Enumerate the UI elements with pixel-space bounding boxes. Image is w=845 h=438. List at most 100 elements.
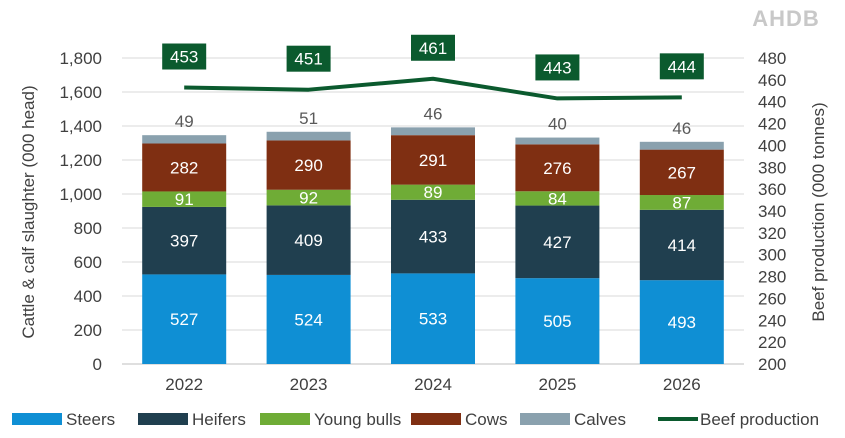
right-tick-label: 200 <box>758 355 786 374</box>
right-axis-ticks: 200 220 240 260 280 300 320 340 360 380 400 420 440 4… <box>758 49 786 374</box>
legend-label: Calves <box>574 410 626 429</box>
legend-label: Young bulls <box>314 410 401 429</box>
left-tick-label: 1,600 <box>59 83 102 102</box>
data-label: 409 <box>294 231 322 250</box>
data-label: 397 <box>170 232 198 251</box>
left-tick-label: 1,800 <box>59 49 102 68</box>
x-tick-label: 2022 <box>165 375 203 394</box>
legend-swatch <box>411 413 461 425</box>
data-label: 505 <box>543 312 571 331</box>
x-tick-label: 2024 <box>414 375 452 394</box>
x-axis-ticks: 2022 2023 2024 2025 2026 <box>165 375 700 394</box>
left-tick-label: 1,000 <box>59 185 102 204</box>
data-label: 84 <box>548 189 567 208</box>
left-tick-label: 1,200 <box>59 151 102 170</box>
legend-swatch <box>12 413 62 425</box>
bar-segment <box>391 127 475 136</box>
line-series <box>184 76 682 101</box>
right-tick-label: 480 <box>758 49 786 68</box>
data-label: 89 <box>424 183 443 202</box>
data-label: 92 <box>299 189 318 208</box>
right-tick-label: 320 <box>758 224 786 243</box>
bar-segment <box>391 199 475 274</box>
right-tick-label: 380 <box>758 158 786 177</box>
legend-label: Heifers <box>192 410 246 429</box>
data-label: 40 <box>548 115 567 134</box>
bar-segment <box>266 189 351 206</box>
data-label: 51 <box>299 109 318 128</box>
line-data-label: 443 <box>543 58 571 77</box>
bar-segment <box>515 205 600 279</box>
bar-segment <box>639 209 724 281</box>
bar-segment <box>266 205 351 275</box>
line-data-label: 451 <box>294 50 322 69</box>
data-label: 493 <box>668 313 696 332</box>
line-data-label: 444 <box>668 57 696 76</box>
data-label: 414 <box>668 236 696 255</box>
left-tick-label: 800 <box>74 219 102 238</box>
data-label: 46 <box>424 104 443 123</box>
bar-segment <box>391 184 475 200</box>
bar-segment <box>142 135 227 144</box>
bar-segment <box>142 206 227 275</box>
bar-segment <box>391 273 475 364</box>
data-label: 427 <box>543 233 571 252</box>
right-tick-label: 420 <box>758 115 786 134</box>
right-tick-label: 440 <box>758 93 786 112</box>
bar-segment <box>515 144 600 192</box>
line-data-label: 461 <box>419 39 447 58</box>
x-tick-label: 2023 <box>290 375 328 394</box>
legend-swatch <box>260 413 310 425</box>
bar-segment <box>142 143 227 192</box>
bar-segment <box>515 137 600 145</box>
bar-segment <box>639 141 724 150</box>
legend-swatch <box>520 413 570 425</box>
right-tick-label: 360 <box>758 180 786 199</box>
bar-segment <box>639 149 724 196</box>
legend-label: Steers <box>66 410 115 429</box>
legend-label: Beef production <box>700 410 819 429</box>
right-tick-label: 260 <box>758 289 786 308</box>
data-label: 527 <box>170 310 198 329</box>
data-label: 267 <box>668 163 696 182</box>
bar-segment <box>639 195 724 210</box>
right-tick-label: 280 <box>758 268 786 287</box>
x-tick-label: 2026 <box>663 375 701 394</box>
right-tick-label: 300 <box>758 246 786 265</box>
data-label: 276 <box>543 159 571 178</box>
left-tick-label: 1,400 <box>59 117 102 136</box>
stacked-bars: 527 397 91 282 49 524 409 92 290 51 533 433 89 291 46 5… <box>142 104 724 364</box>
data-label: 282 <box>170 158 198 177</box>
right-tick-label: 340 <box>758 202 786 221</box>
bar-segment <box>515 278 600 364</box>
data-label: 290 <box>294 156 322 175</box>
bar-segment <box>266 131 351 141</box>
right-tick-label: 400 <box>758 136 786 155</box>
y-axis-title-left: Cattle & calf slaughter (000 head) <box>19 85 38 338</box>
line-label-box <box>162 43 207 70</box>
legend-label: Cows <box>465 410 508 429</box>
line-label-box <box>535 54 580 81</box>
legend-swatch <box>138 413 188 425</box>
left-tick-label: 400 <box>74 287 102 306</box>
left-tick-label: 200 <box>74 321 102 340</box>
bar-segment <box>639 280 724 364</box>
left-axis-ticks: 0 200 400 600 800 1,000 1,200 1,400 1,600 1,800 <box>59 49 102 374</box>
data-label: 49 <box>175 112 194 131</box>
bar-segment <box>266 274 351 364</box>
line-label-box <box>659 53 704 80</box>
bar-segment <box>266 140 351 190</box>
bar-segment <box>142 191 227 207</box>
right-tick-label: 460 <box>758 71 786 90</box>
data-label: 91 <box>175 190 194 209</box>
ahdb-logo: AHDB <box>752 6 820 31</box>
y-axis-title-right: Beef production (000 tonnes) <box>809 102 828 321</box>
bar-segment <box>142 274 227 364</box>
data-label: 433 <box>419 228 447 247</box>
data-label: 533 <box>419 310 447 329</box>
left-tick-label: 600 <box>74 253 102 272</box>
data-label: 524 <box>294 310 322 329</box>
legend: Steers Heifers Young bulls Cows Calves Beef p… <box>12 410 819 429</box>
beef-production-line: 453 451 461 443 444 <box>162 34 704 101</box>
